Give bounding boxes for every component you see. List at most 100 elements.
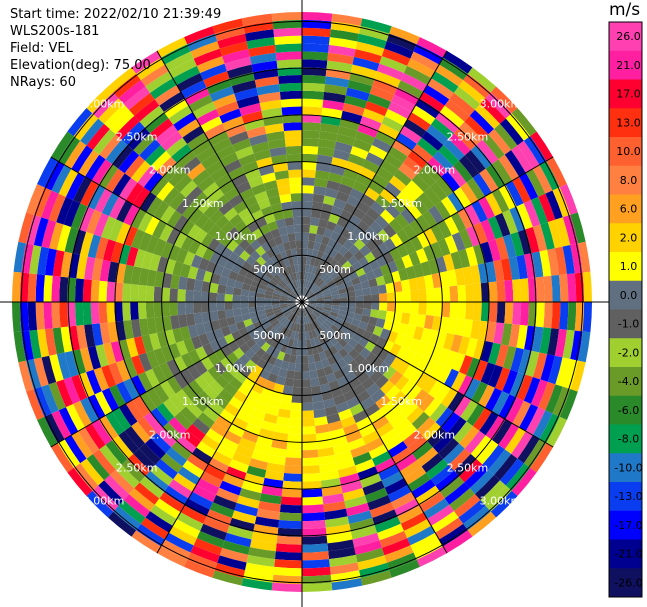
velocity-cell xyxy=(90,302,100,325)
velocity-cell xyxy=(360,570,392,586)
velocity-cell xyxy=(324,84,348,96)
colorbar-tick-label: -26.0 xyxy=(614,576,642,589)
velocity-cell xyxy=(403,466,427,485)
velocity-cell xyxy=(353,353,366,366)
velocity-cell xyxy=(98,280,108,302)
velocity-cell xyxy=(375,394,391,410)
velocity-cell xyxy=(306,323,312,332)
velocity-cell xyxy=(180,235,195,252)
velocity-cell xyxy=(160,241,174,259)
velocity-cell xyxy=(317,146,335,157)
velocity-cell xyxy=(123,319,134,340)
velocity-cell xyxy=(458,80,486,105)
velocity-cell xyxy=(176,512,204,531)
velocity-cell xyxy=(137,371,154,392)
velocity-cell xyxy=(332,443,351,455)
velocity-cell xyxy=(495,212,511,237)
velocity-cell xyxy=(313,336,321,346)
velocity-cell xyxy=(377,284,387,294)
velocity-cell xyxy=(495,236,509,260)
velocity-cell xyxy=(485,261,497,283)
velocity-cell xyxy=(223,207,238,222)
velocity-cell xyxy=(484,192,503,217)
velocity-cell xyxy=(305,306,312,314)
velocity-cell xyxy=(519,172,539,201)
velocity-cell xyxy=(320,284,329,291)
velocity-cell xyxy=(214,348,227,362)
velocity-cell xyxy=(359,116,382,131)
velocity-cell xyxy=(566,302,577,331)
velocity-cell xyxy=(150,504,177,526)
velocity-cell xyxy=(289,273,296,282)
velocity-cell xyxy=(244,423,262,436)
velocity-cell xyxy=(324,302,333,306)
velocity-cell xyxy=(282,267,290,276)
velocity-cell xyxy=(248,302,257,308)
velocity-cell xyxy=(372,78,398,95)
velocity-cell xyxy=(114,302,124,322)
velocity-cell xyxy=(190,545,220,563)
velocity-cell xyxy=(175,248,189,264)
velocity-cell xyxy=(382,251,395,265)
velocity-cell xyxy=(458,499,486,524)
velocity-cell xyxy=(156,427,177,448)
velocity-cell xyxy=(259,493,282,505)
velocity-cell xyxy=(562,329,575,360)
velocity-cell xyxy=(410,289,419,302)
velocity-cell xyxy=(285,225,295,234)
velocity-cell xyxy=(131,319,142,338)
velocity-cell xyxy=(200,63,227,81)
velocity-cell xyxy=(302,316,305,325)
velocity-cell xyxy=(217,310,227,320)
velocity-cell xyxy=(195,323,206,336)
velocity-cell xyxy=(463,505,491,531)
velocity-cell xyxy=(288,418,302,427)
velocity-cell xyxy=(257,287,266,295)
velocity-cell xyxy=(159,223,174,242)
velocity-cell xyxy=(279,297,288,301)
velocity-cell xyxy=(26,214,42,245)
velocity-cell xyxy=(99,322,111,345)
velocity-cell xyxy=(295,272,300,281)
velocity-cell xyxy=(233,200,248,214)
velocity-cell xyxy=(302,67,327,77)
velocity-cell xyxy=(256,256,267,267)
velocity-cell xyxy=(91,159,112,185)
velocity-cell xyxy=(383,237,397,252)
velocity-cell xyxy=(302,279,305,288)
velocity-cell xyxy=(238,153,257,167)
velocity-cell xyxy=(224,532,252,548)
velocity-cell xyxy=(410,302,419,315)
velocity-cell xyxy=(274,43,302,53)
velocity-cell xyxy=(282,241,291,251)
velocity-cell xyxy=(105,440,128,465)
velocity-cell xyxy=(208,292,218,302)
velocity-cell xyxy=(287,257,295,266)
velocity-cell xyxy=(265,405,280,417)
velocity-cell xyxy=(315,306,324,312)
velocity-cell xyxy=(321,485,343,497)
velocity-cell xyxy=(401,254,414,269)
velocity-cell xyxy=(98,480,124,506)
velocity-cell xyxy=(256,337,267,348)
velocity-cell xyxy=(127,453,151,477)
velocity-cell xyxy=(435,407,454,428)
velocity-cell xyxy=(273,289,282,296)
colorbar-swatch xyxy=(609,568,642,598)
velocity-cell xyxy=(329,311,339,318)
velocity-cell xyxy=(178,314,188,328)
velocity-cell xyxy=(449,488,475,512)
velocity-cell xyxy=(200,233,214,248)
velocity-cell xyxy=(299,308,302,317)
velocity-cell xyxy=(393,418,412,435)
velocity-cell xyxy=(41,384,59,414)
velocity-cell xyxy=(261,420,277,432)
velocity-cell xyxy=(403,519,432,539)
velocity-cell xyxy=(65,172,85,201)
velocity-cell xyxy=(197,390,214,407)
velocity-cell xyxy=(400,73,428,92)
velocity-cell xyxy=(209,310,219,322)
velocity-cell xyxy=(123,225,138,247)
velocity-cell xyxy=(359,347,371,360)
velocity-cell xyxy=(474,104,500,130)
